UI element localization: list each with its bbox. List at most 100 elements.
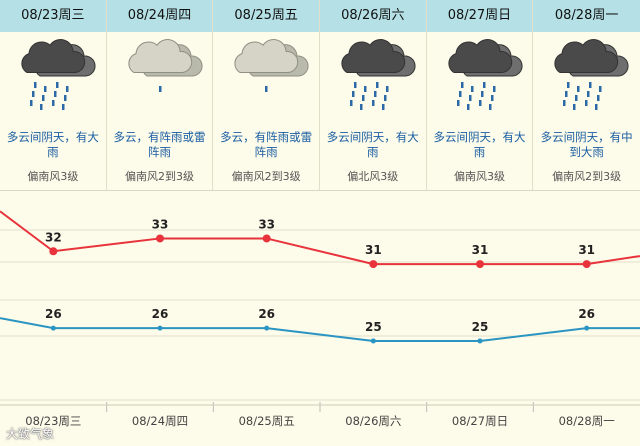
data-point — [476, 260, 484, 269]
raindrop — [458, 91, 462, 97]
day-wind: 偏南风3级 — [453, 170, 505, 183]
day-condition: 多云间阴天，有大雨 — [326, 130, 419, 159]
day-wind: 偏南风2到3级 — [552, 170, 622, 183]
data-label: 31 — [365, 243, 382, 257]
watermark: 大致气象 — [6, 425, 54, 442]
raindrop — [577, 86, 580, 92]
raindrop — [460, 82, 464, 88]
raindrop — [587, 91, 590, 97]
raindrop — [359, 104, 363, 110]
raindrop — [42, 95, 45, 101]
raindrop — [585, 100, 588, 106]
data-label: 33 — [152, 217, 169, 231]
data-label: 31 — [578, 243, 595, 257]
day-date: 08/23周三 — [0, 0, 106, 32]
raindrop — [563, 100, 566, 106]
x-tick-label: 08/26周六 — [345, 414, 401, 428]
day-wind: 偏北风3级 — [347, 170, 399, 183]
raindrop — [599, 86, 602, 92]
series-line — [0, 317, 640, 342]
dark-rain-cloud-icon — [554, 39, 629, 110]
data-label: 26 — [578, 307, 595, 321]
raindrop — [492, 86, 496, 92]
raindrop — [32, 91, 35, 97]
raindrop — [40, 104, 43, 110]
watermark-text: 大致气象 — [6, 427, 55, 441]
data-label: 25 — [365, 320, 382, 334]
day-date: 08/25周五 — [213, 0, 319, 32]
x-tick-label: 08/24周四 — [132, 414, 188, 428]
dark-rain-cloud-icon — [341, 39, 416, 110]
dark-rain-cloud-icon — [448, 39, 523, 110]
day-date: 08/27周日 — [426, 0, 533, 32]
x-tick-label: 08/23周三 — [25, 414, 81, 428]
day-column: 08/28周一 多云间阴天，有中到大雨偏南风2到3级 — [533, 0, 640, 190]
x-tick-label: 08/25周五 — [239, 414, 295, 428]
data-point — [49, 247, 58, 256]
day-date: 08/28周一 — [533, 0, 640, 32]
raindrop — [30, 100, 33, 106]
day-condition: 多云，有阵雨或雷阵雨 — [220, 130, 313, 159]
raindrop — [466, 104, 470, 110]
data-point — [50, 325, 56, 331]
raindrop — [383, 95, 387, 101]
raindrop — [373, 91, 377, 97]
raindrop — [66, 86, 69, 92]
raindrop — [575, 95, 578, 101]
raindrop — [265, 86, 268, 92]
day-column: 08/24周四 多云，有阵雨或雷阵雨偏南风2到3级 — [106, 0, 214, 190]
raindrop — [488, 104, 492, 110]
raindrop — [56, 82, 59, 88]
raindrop — [470, 86, 474, 92]
data-point — [582, 260, 591, 269]
temperature-chart: 32 33 33 31 31 31 26 26 26 25 25 26 08/23周三 08/24周四 08… — [0, 210, 640, 428]
data-point — [262, 234, 271, 243]
raindrop — [54, 91, 57, 97]
raindrop — [456, 100, 460, 106]
dark-rain-cloud-icon — [21, 39, 96, 110]
raindrop — [351, 91, 355, 97]
day-wind: 偏南风2到3级 — [124, 170, 194, 183]
data-label: 32 — [45, 230, 62, 244]
raindrop — [567, 82, 570, 88]
raindrop — [353, 82, 357, 88]
day-condition: 多云，有阵雨或雷阵雨 — [113, 130, 206, 159]
raindrop — [363, 86, 367, 92]
data-label: 25 — [472, 320, 489, 334]
raindrop — [595, 104, 598, 110]
forecast-panel: 08/23周三 多云间阴天，有大雨 偏南风3级 08/24周四 多云，有阵雨或雷阵雨 偏南… — [0, 0, 640, 191]
day-column: 08/26周六 多云间阴天，有大雨偏北风3级 — [319, 0, 427, 190]
data-point — [369, 260, 378, 269]
x-tick-label: 08/28周一 — [559, 414, 616, 428]
day-condition: 多云间阴天，有大雨 — [6, 130, 99, 159]
day-column: 08/23周三 多云间阴天，有大雨 偏南风3级 — [0, 0, 107, 190]
raindrop — [385, 86, 389, 92]
raindrop — [375, 82, 379, 88]
day-column: 08/25周五 多云，有阵雨或雷阵雨偏南风2到3级 — [213, 0, 320, 190]
raindrop — [589, 82, 592, 88]
day-wind: 偏南风2到3级 — [231, 170, 301, 183]
raindrop — [62, 104, 65, 110]
raindrop — [480, 91, 484, 97]
day-condition: 多云间阴天，有中到大雨 — [540, 130, 633, 159]
data-label: 31 — [472, 243, 489, 257]
day-date: 08/26周六 — [319, 0, 426, 32]
data-point — [264, 325, 270, 331]
data-point — [584, 325, 590, 331]
raindrop — [158, 86, 162, 92]
data-point — [477, 338, 483, 344]
raindrop — [565, 91, 568, 97]
day-condition: 多云间阴天，有大雨 — [433, 130, 526, 159]
day-date: 08/24周四 — [106, 0, 213, 32]
raindrop — [468, 95, 472, 101]
data-label: 33 — [258, 217, 275, 231]
data-label: 26 — [152, 307, 169, 321]
raindrop — [34, 82, 37, 88]
light-shower-cloud-icon — [128, 39, 203, 92]
series-line — [0, 210, 640, 266]
light-shower-cloud-icon — [234, 39, 309, 92]
data-label: 26 — [45, 307, 62, 321]
data-label: 26 — [258, 307, 275, 321]
raindrop — [482, 82, 486, 88]
raindrop — [349, 100, 353, 106]
